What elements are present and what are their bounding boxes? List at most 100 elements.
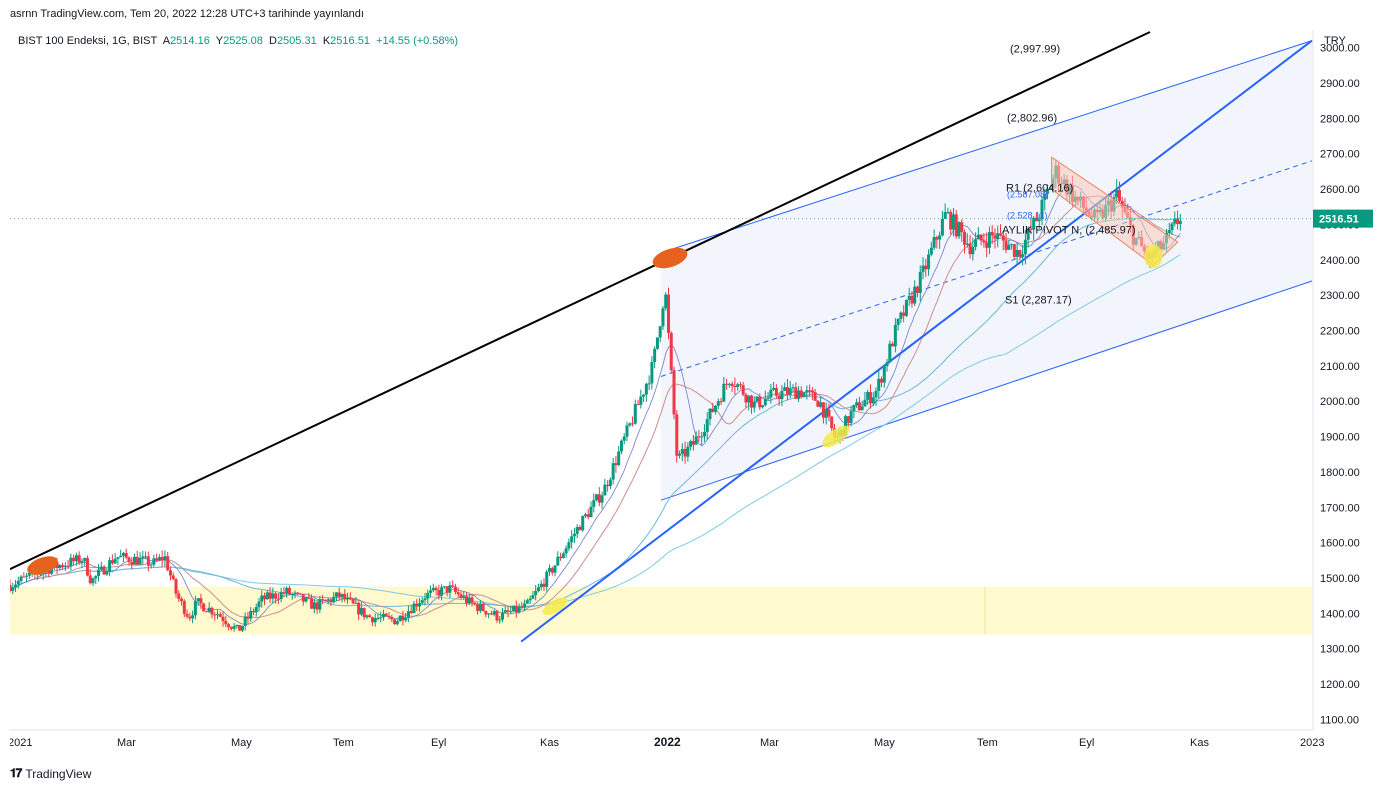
candle-body — [323, 599, 327, 601]
candle-body — [855, 402, 859, 406]
candle — [77, 551, 81, 566]
candle-body — [561, 553, 565, 559]
candle — [16, 576, 20, 589]
candle-body — [846, 416, 850, 423]
candle-body — [321, 599, 325, 601]
chart-svg[interactable]: (2,997.99) (2,802.96) R1 (2,604.16)(2.587.… — [8, 30, 1386, 760]
candle — [404, 612, 408, 623]
candle-body — [1043, 193, 1047, 200]
candle-body — [1012, 244, 1016, 257]
candle-body — [1048, 188, 1052, 190]
candle-body — [678, 453, 682, 456]
candle-body — [642, 394, 646, 397]
candle-body — [525, 600, 529, 604]
candle — [597, 487, 601, 507]
candle-body — [553, 565, 557, 573]
candle — [282, 586, 286, 598]
candle-body — [304, 597, 308, 602]
candle-body — [271, 593, 275, 599]
candle — [669, 331, 673, 373]
candle — [523, 599, 527, 612]
candle — [224, 615, 228, 628]
candle-body — [965, 243, 969, 245]
candle — [589, 501, 593, 518]
candle — [108, 556, 112, 577]
candle-body — [819, 402, 823, 407]
candle-body — [285, 587, 289, 594]
candle-body — [749, 395, 753, 408]
candle-body — [669, 332, 673, 371]
candle — [332, 591, 336, 604]
candle-body — [210, 607, 214, 615]
candle-body — [55, 562, 59, 568]
candle — [1115, 179, 1119, 204]
candle — [979, 234, 983, 246]
candle-body — [929, 247, 933, 255]
candle — [384, 612, 388, 617]
candle — [805, 385, 809, 400]
candle — [423, 593, 427, 606]
candle-body — [575, 526, 579, 534]
candle-body — [680, 449, 684, 454]
candle-body — [149, 564, 153, 566]
candle — [885, 358, 889, 372]
candle — [639, 389, 643, 409]
candle — [191, 610, 195, 624]
candle-body — [440, 587, 444, 596]
x-tick-label: May — [874, 737, 895, 749]
candle-body — [293, 592, 297, 594]
candle-body — [27, 573, 31, 576]
candle-body — [650, 362, 654, 384]
candle-body — [763, 398, 767, 406]
symbol-name[interactable]: BIST 100 Endeksi, 1G, BIST — [18, 35, 158, 47]
candle — [578, 524, 582, 531]
candle-body — [445, 586, 449, 593]
candle — [27, 572, 31, 579]
candle — [747, 395, 751, 411]
candle-body — [581, 516, 585, 531]
candle-body — [238, 624, 242, 631]
candle-body — [124, 553, 128, 558]
candle — [904, 299, 908, 318]
candle-body — [94, 575, 98, 579]
candle — [180, 596, 184, 606]
x-tick-label: Tem — [333, 737, 354, 749]
candle-body — [362, 607, 366, 618]
candle-body — [257, 601, 261, 608]
candle-body — [1167, 230, 1171, 233]
chart-area[interactable]: (2,997.99) (2,802.96) R1 (2,604.16) (2.587.… — [8, 30, 1386, 760]
candle — [514, 600, 518, 618]
candle-body — [232, 626, 236, 629]
candle-body — [326, 599, 330, 601]
candle — [406, 605, 410, 623]
candle — [824, 402, 828, 425]
candle — [913, 280, 917, 307]
candle — [1029, 218, 1033, 233]
candle — [177, 590, 181, 602]
candle — [647, 375, 651, 391]
candle-body — [451, 585, 455, 587]
candle-body — [747, 395, 751, 403]
candle-body — [661, 308, 665, 327]
candle-body — [603, 484, 607, 496]
candle — [25, 572, 29, 583]
candle-body — [85, 558, 89, 576]
candle — [534, 584, 538, 601]
candle-body — [478, 603, 482, 611]
candle — [166, 552, 170, 572]
candle-body — [987, 232, 991, 248]
candle-body — [334, 592, 338, 597]
candle-body — [337, 592, 341, 597]
candle-body — [354, 602, 358, 604]
price-channel-fill — [661, 40, 1312, 501]
candle-body — [470, 597, 474, 603]
channel-upper-line — [660, 40, 1313, 254]
candle-body — [993, 235, 997, 239]
candle — [218, 611, 222, 618]
candle-body — [379, 617, 383, 619]
candle — [459, 591, 463, 600]
candle — [304, 596, 308, 603]
candle — [666, 287, 670, 340]
candle — [487, 612, 491, 619]
candle — [296, 591, 300, 596]
